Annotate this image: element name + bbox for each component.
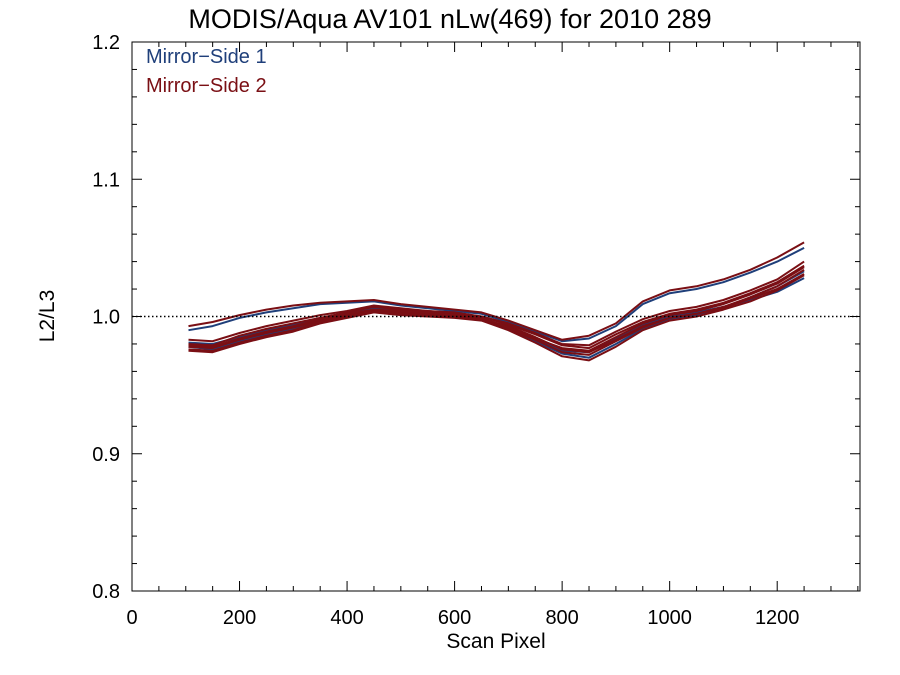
x-tick-label: 400: [330, 607, 363, 629]
x-tick-label: 200: [223, 607, 256, 629]
y-tick-label: 1.2: [92, 32, 120, 54]
y-axis-label: L2/L3: [36, 289, 59, 343]
y-tick-label: 1.0: [92, 307, 120, 329]
series-line-9: [188, 273, 805, 356]
y-tick-label: 1.1: [92, 169, 120, 191]
x-tick-label: 800: [545, 607, 578, 629]
axis-ticks: [131, 41, 860, 592]
series-line-2: [188, 247, 805, 343]
x-tick-label: 1200: [755, 607, 800, 629]
series-line-8: [188, 241, 805, 341]
x-tick-label: 1000: [647, 607, 692, 629]
series-line-7: [188, 260, 805, 347]
x-tick-label: 0: [126, 607, 137, 629]
chart-title: MODIS/Aqua AV101 nLw(469) for 2010 289: [188, 4, 712, 34]
y-tick-label: 0.9: [92, 444, 120, 466]
series-line-4: [188, 274, 805, 362]
x-tick-label: 600: [438, 607, 471, 629]
series-lines: [188, 241, 805, 362]
axis-tick-labels: 0 200 400 600 800 1000 1200 0.8 0.9 1.0 1.1 1.2: [92, 32, 799, 629]
legend-mirror-side-1: Mirror−Side 1: [146, 46, 267, 68]
y-tick-label: 0.8: [92, 581, 120, 603]
x-axis-label: Scan Pixel: [446, 630, 546, 653]
series-line-1: [188, 277, 805, 354]
legend-mirror-side-2: Mirror−Side 2: [146, 75, 267, 97]
series-line-10: [188, 266, 805, 352]
